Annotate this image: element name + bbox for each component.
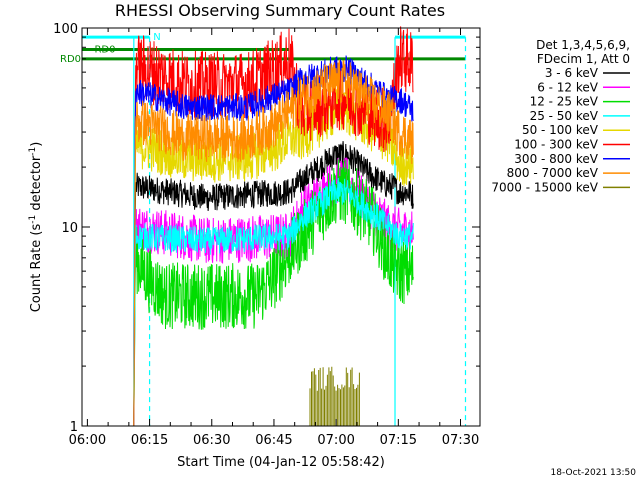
y-axis-ticks: 1 10 100 (53, 22, 480, 435)
legend-label-1: 3 - 6 keV (545, 66, 599, 80)
legend-label-3: 12 - 25 keV (530, 95, 599, 109)
legend-label-4: 25 - 50 keV (530, 109, 599, 123)
series-line-3 (133, 159, 414, 427)
x-tick-label-2: 06:15 (131, 433, 168, 448)
x-tick-label-3: 06:30 (193, 433, 230, 448)
x-axis-ticks: 06:00 06:15 06:30 06:45 07:00 07:15 07:30 (69, 28, 479, 448)
chart-title: RHESSI Observing Summary Count Rates (115, 1, 445, 20)
legend-label-8: 800 - 7000 keV (507, 166, 599, 180)
y-axis-label-end: ) (29, 142, 44, 147)
flag-label-1: N (153, 32, 160, 43)
y-axis-label-mid: detector (29, 155, 44, 215)
y-axis-label: Count Rate (s-1 detector-1) (28, 142, 44, 313)
y-tick-label-2: 10 (61, 221, 78, 236)
legend-label-9: 7000 - 15000 keV (491, 180, 598, 194)
y-tick-label-3: 100 (53, 22, 78, 37)
legend-header-line-2: FDecim 1, Att 0 (537, 52, 630, 66)
series-line-4 (133, 177, 414, 427)
y-axis-label-sup1: -1 (28, 215, 38, 224)
x-tick-label-7: 07:30 (442, 433, 479, 448)
legend: Det 1,3,4,5,6,9, FDecim 1, Att 0 3 - 6 k… (491, 38, 630, 194)
series-layer (133, 26, 414, 427)
y-tick-label-1: 1 (70, 420, 78, 435)
series-line-8 (133, 59, 414, 427)
x-tick-label-1: 06:00 (69, 433, 106, 448)
legend-label-7: 300 - 800 keV (514, 152, 598, 166)
flag-label-2: RD0 (94, 44, 115, 55)
legend-label-6: 100 - 300 keV (514, 138, 598, 152)
flag-label-3: RD0 (60, 54, 81, 65)
x-tick-label-4: 06:45 (255, 433, 292, 448)
x-tick-label-6: 07:15 (380, 433, 417, 448)
y-axis-label-main: Count Rate (s (29, 224, 44, 313)
series-line-1 (133, 141, 414, 427)
legend-header-line-1: Det 1,3,4,5,6,9, (536, 38, 630, 52)
y-axis-label-sup2: -1 (28, 147, 38, 156)
plot-timestamp: 18-Oct-2021 13:50 (551, 468, 637, 478)
x-axis-label: Start Time (04-Jan-12 05:58:42) (177, 455, 385, 470)
series-line-9 (309, 366, 360, 426)
legend-label-2: 6 - 12 keV (537, 80, 599, 94)
legend-label-5: 50 - 100 keV (522, 123, 599, 137)
x-tick-label-5: 07:00 (317, 433, 354, 448)
